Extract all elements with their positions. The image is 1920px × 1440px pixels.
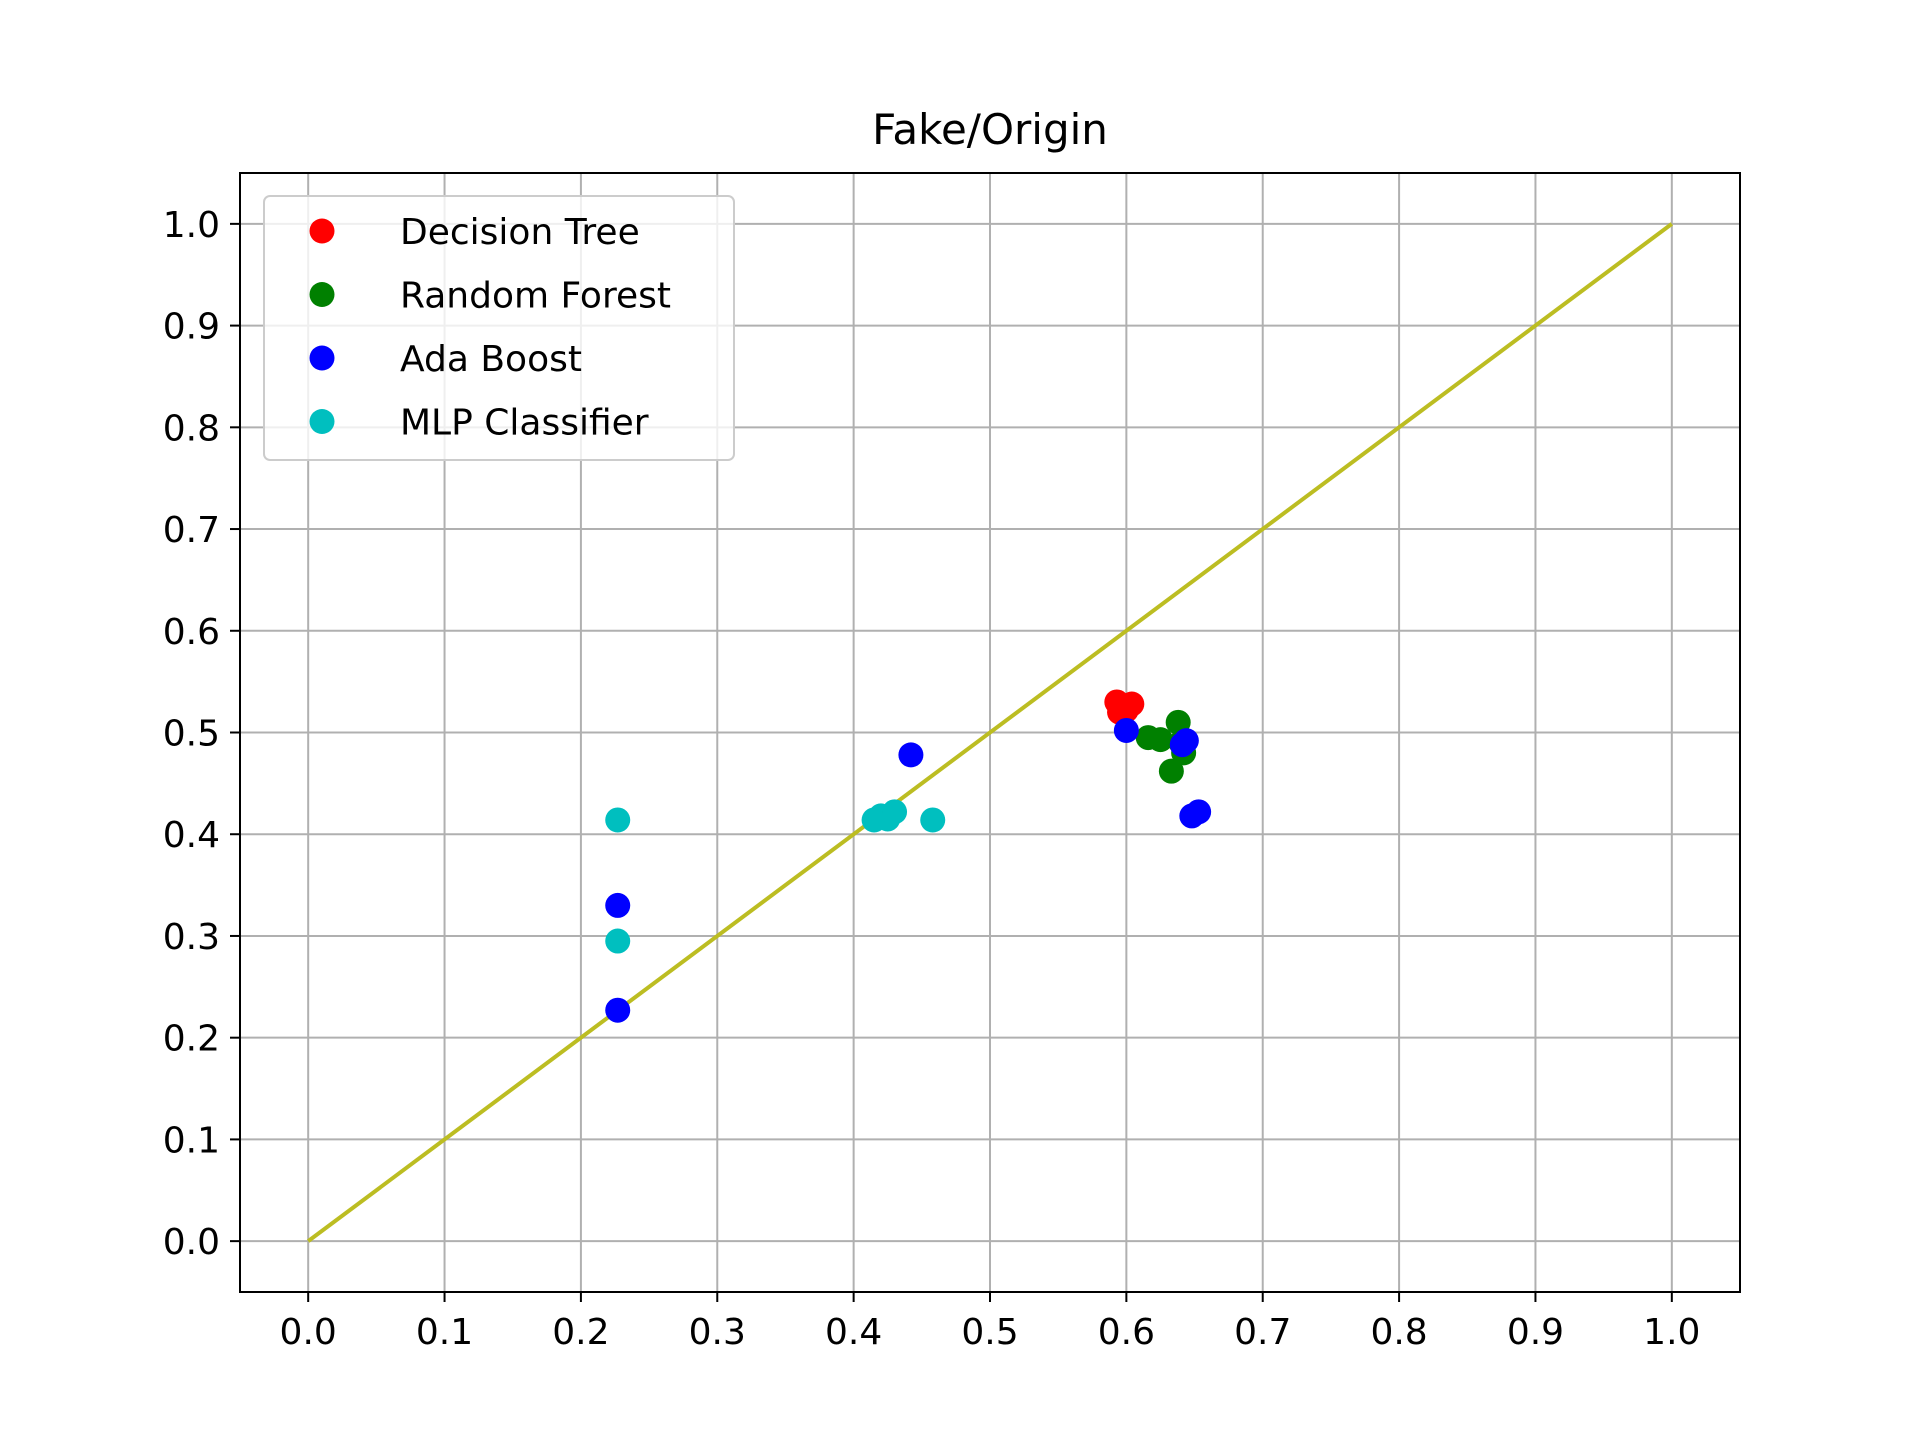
y-tick-label: 0.2 [163, 1019, 220, 1060]
reference-line [306, 222, 1674, 1243]
x-tick-label: 0.7 [1234, 1312, 1291, 1353]
y-tick-label: 0.9 [163, 307, 220, 348]
legend-marker [309, 218, 335, 244]
x-tick-label: 1.0 [1643, 1312, 1700, 1353]
data-point [882, 799, 908, 825]
legend-label: MLP Classifier [400, 403, 649, 444]
x-tick-label: 0.1 [416, 1312, 473, 1353]
x-tick-label: 0.2 [552, 1312, 609, 1353]
data-point [605, 892, 631, 918]
data-point [1147, 727, 1173, 753]
x-tick-label: 0.5 [961, 1312, 1018, 1353]
legend-label: Random Forest [400, 276, 671, 317]
x-tick-label: 0.4 [825, 1312, 882, 1353]
data-point [1158, 758, 1184, 784]
data-point [605, 997, 631, 1023]
legend-marker [309, 282, 335, 307]
y-tick-label: 0.6 [163, 612, 220, 653]
y-axis: 0.0 0.1 0.2 0.3 0.4 0.5 0.6 0.7 0.8 0.9 1.0 [163, 205, 240, 1263]
data-point [1186, 799, 1212, 825]
legend-label: Ada Boost [400, 339, 582, 380]
y-tick-label: 0.0 [163, 1222, 220, 1263]
series-ada-boost [605, 717, 1212, 1023]
legend-marker [309, 409, 335, 434]
data-point [1113, 697, 1139, 723]
y-tick-label: 0.3 [163, 917, 220, 958]
legend: Decision Tree Random Forest Ada Boost MLP C… [263, 195, 735, 461]
chart-title: Fake/Origin [872, 105, 1108, 154]
y-tick-label: 0.1 [163, 1120, 220, 1161]
x-tick-label: 0.8 [1370, 1312, 1427, 1353]
x-tick-label: 0.9 [1507, 1312, 1564, 1353]
y-tick-label: 0.4 [163, 815, 220, 856]
y-tick-label: 0.7 [163, 510, 220, 551]
data-point [605, 807, 631, 833]
legend-label: Decision Tree [400, 212, 640, 253]
y-tick-label: 1.0 [163, 205, 220, 246]
data-point [898, 742, 924, 768]
data-point [1173, 728, 1199, 754]
data-point [605, 928, 631, 954]
x-tick-label: 0.6 [1098, 1312, 1155, 1353]
reference-line-layer [306, 222, 1674, 1243]
legend-box [263, 195, 735, 461]
legend-marker [309, 345, 335, 371]
y-tick-label: 0.5 [163, 714, 220, 755]
points-layer [605, 689, 1212, 1023]
y-tick-label: 0.8 [163, 408, 220, 449]
x-axis: 0.0 0.1 0.2 0.3 0.4 0.5 0.6 0.7 0.8 0.9 1.0 [280, 1292, 1700, 1353]
series-mlp-classifier [605, 799, 946, 954]
x-tick-label: 0.0 [280, 1312, 337, 1353]
data-point [920, 807, 946, 833]
x-tick-label: 0.3 [689, 1312, 746, 1353]
data-point [1113, 717, 1139, 743]
series-decision-tree [1104, 689, 1145, 725]
